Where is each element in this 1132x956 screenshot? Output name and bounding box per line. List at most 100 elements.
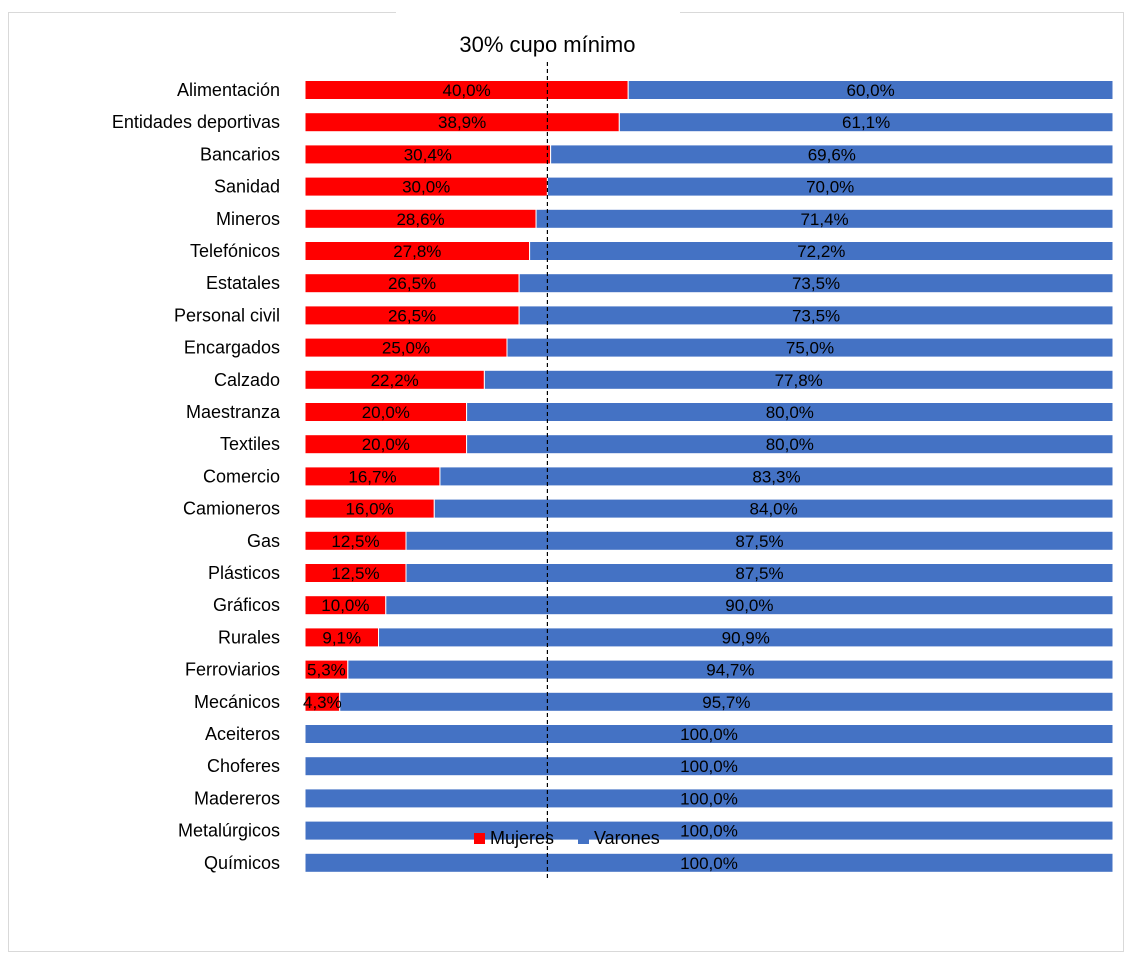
data-label-mujeres: 26,5% (388, 306, 436, 325)
category-label: Rurales (218, 627, 280, 647)
bar-varones (518, 305, 1114, 326)
category-label: Gráficos (213, 595, 280, 615)
data-label-varones: 87,5% (735, 564, 783, 583)
data-label-varones: 87,5% (735, 532, 783, 551)
bar-varones (466, 434, 1114, 455)
bar-varones (483, 369, 1114, 390)
category-label: Sanidad (214, 177, 280, 197)
data-label-varones: 73,5% (792, 306, 840, 325)
bar-varones (304, 756, 1114, 777)
data-label-varones: 71,4% (800, 210, 848, 229)
category-label: Textiles (220, 434, 280, 454)
data-label-mujeres: 10,0% (321, 596, 369, 615)
data-label-mujeres: 5,3% (307, 661, 346, 680)
data-label-varones: 61,1% (842, 113, 890, 132)
data-label-mujeres: 40,0% (442, 81, 490, 100)
data-label-mujeres: 25,0% (382, 339, 430, 358)
category-label: Camioneros (183, 499, 280, 519)
data-label-mujeres: 27,8% (393, 242, 441, 261)
data-label-varones: 94,7% (706, 661, 754, 680)
data-label-varones: 72,2% (797, 242, 845, 261)
data-label-varones: 60,0% (846, 81, 894, 100)
data-label-mujeres: 9,1% (322, 628, 361, 647)
legend-swatch-mujeres (474, 833, 485, 844)
data-label-varones: 73,5% (792, 274, 840, 293)
legend-label-mujeres: Mujeres (490, 828, 554, 848)
data-label-varones: 83,3% (752, 467, 800, 486)
data-label-mujeres: 30,0% (402, 178, 450, 197)
data-label-mujeres: 20,0% (362, 403, 410, 422)
category-labels: Alimentación Entidades deportivas Bancario… (112, 80, 281, 873)
reference-line-annotation: 30% cupo mínimo (459, 32, 635, 57)
data-label-mujeres: 16,7% (348, 467, 396, 486)
legend: Mujeres Varones (474, 828, 660, 848)
data-label-mujeres: 12,5% (331, 532, 379, 551)
data-label-mujeres: 12,5% (331, 564, 379, 583)
category-label: Personal civil (174, 305, 280, 325)
bar-varones (466, 402, 1114, 422)
data-label-varones: 100,0% (680, 854, 738, 873)
data-label-varones: 80,0% (766, 435, 814, 454)
data-label-varones: 75,0% (786, 339, 834, 358)
legend-label-varones: Varones (594, 828, 660, 848)
data-label-varones: 95,7% (702, 693, 750, 712)
bar-varones (535, 208, 1114, 229)
bars-layer (304, 80, 1114, 873)
category-label: Encargados (184, 338, 280, 358)
data-label-mujeres: 28,6% (396, 210, 444, 229)
legend-swatch-varones (578, 833, 589, 844)
category-label: Mineros (216, 209, 280, 229)
bar-varones (518, 273, 1114, 294)
data-label-varones: 90,9% (722, 628, 770, 647)
bar-varones (405, 563, 1114, 583)
data-label-mujeres: 16,0% (346, 500, 394, 519)
category-label: Comercio (203, 466, 280, 486)
category-label: Estatales (206, 273, 280, 293)
bar-varones (339, 691, 1114, 712)
bar-varones (618, 112, 1114, 133)
bar-varones (378, 627, 1114, 648)
frame-gap (396, 10, 680, 16)
bar-varones (529, 241, 1114, 261)
data-label-mujeres: 30,4% (404, 145, 452, 164)
bar-varones (550, 144, 1114, 165)
data-label-varones: 100,0% (680, 822, 738, 841)
data-label-mujeres: 20,0% (362, 435, 410, 454)
value-labels: 40,0% 60,0% 38,9% 61,1% 30,4% 69,6% 30,0% 70,0%… (303, 81, 895, 873)
category-label: Ferroviarios (185, 660, 280, 680)
category-label: Aceiteros (205, 724, 280, 744)
bar-varones (347, 659, 1114, 680)
data-label-varones: 100,0% (680, 789, 738, 808)
data-label-varones: 90,0% (725, 596, 773, 615)
data-label-varones: 80,0% (766, 403, 814, 422)
category-label: Maestranza (186, 402, 281, 422)
category-label: Telefónicos (190, 241, 280, 261)
data-label-varones: 84,0% (750, 500, 798, 519)
category-label: Entidades deportivas (112, 112, 280, 132)
bar-varones (546, 176, 1114, 197)
category-label: Alimentación (177, 80, 280, 100)
bar-varones (304, 852, 1114, 873)
category-label: Gas (247, 531, 280, 551)
category-label: Bancarios (200, 144, 280, 164)
bar-varones (439, 466, 1114, 487)
data-label-mujeres: 26,5% (388, 274, 436, 293)
category-label: Químicos (204, 853, 280, 873)
category-label: Calzado (214, 370, 280, 390)
data-label-mujeres: 4,3% (303, 693, 342, 712)
category-label: Madereros (194, 788, 280, 808)
data-label-varones: 100,0% (680, 725, 738, 744)
bar-varones (433, 498, 1114, 519)
bar-varones (304, 724, 1114, 744)
bar-varones (304, 788, 1114, 809)
data-label-varones: 70,0% (806, 178, 854, 197)
data-label-varones: 77,8% (775, 371, 823, 390)
data-label-varones: 100,0% (680, 757, 738, 776)
data-label-mujeres: 38,9% (438, 113, 486, 132)
category-label: Plásticos (208, 563, 280, 583)
category-label: Metalúrgicos (178, 821, 280, 841)
data-label-mujeres: 22,2% (371, 371, 419, 390)
bar-varones (405, 530, 1114, 551)
bar-varones (506, 337, 1114, 358)
